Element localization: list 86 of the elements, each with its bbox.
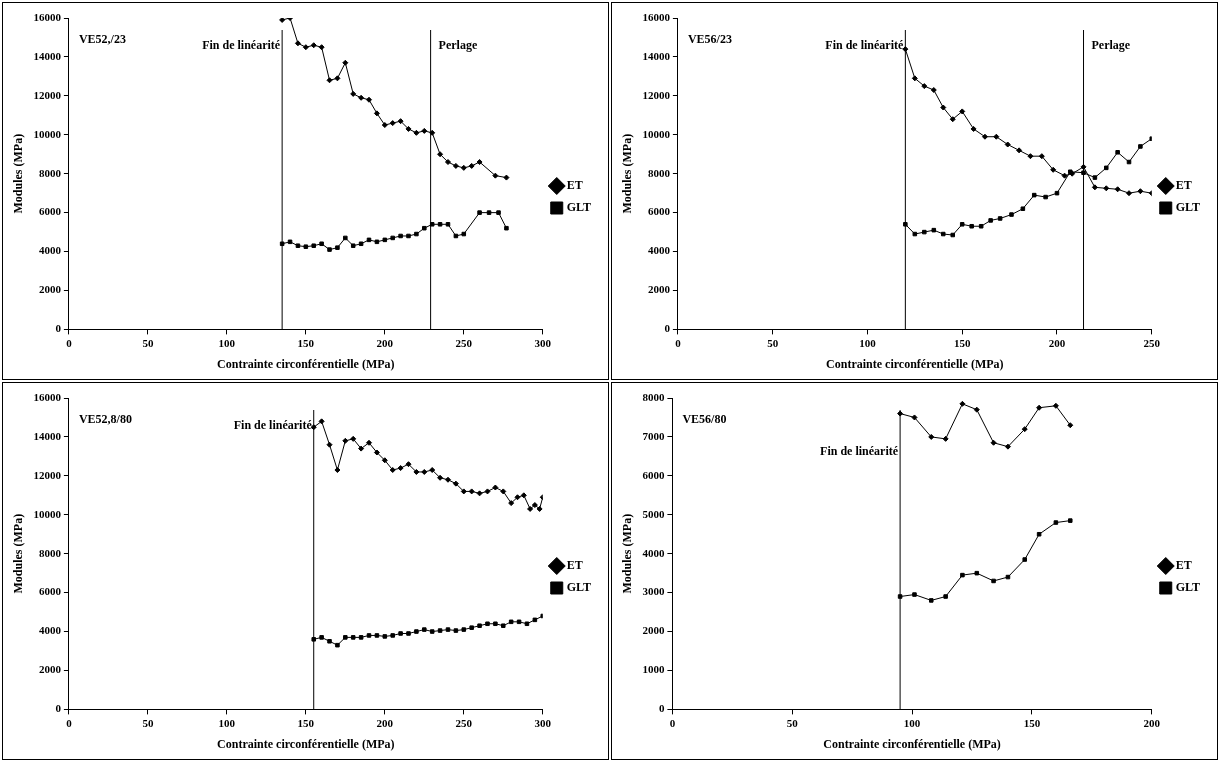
y-tick-label: 1000 [642, 663, 665, 676]
y-tick-label: 6000 [647, 205, 671, 218]
ref-line-label: Perlage [1091, 38, 1131, 53]
x-axis-title: Contrainte circonférentielle (MPa) [823, 736, 1001, 751]
x-tick-label: 0 [66, 336, 73, 349]
x-tick-label: 50 [786, 716, 799, 729]
legend-label: GLT [1175, 580, 1201, 595]
x-axis-title: Contrainte circonférentielle (MPa) [217, 736, 395, 751]
y-tick-label: 12000 [33, 468, 62, 481]
legend-label: ET [566, 558, 583, 573]
x-tick-label: 50 [142, 336, 154, 349]
legend-label: GLT [1175, 200, 1201, 215]
y-tick-label: 2000 [38, 663, 62, 676]
y-tick-label: 16000 [33, 390, 62, 403]
y-tick-label: 8000 [38, 546, 62, 559]
annotation: VE52,/23 [78, 32, 126, 47]
x-tick-label: 250 [455, 336, 473, 349]
x-tick-label: 0 [675, 336, 682, 349]
ref-line-label: Perlage [438, 38, 478, 53]
x-tick-label: 150 [297, 336, 315, 349]
legend-label: GLT [566, 200, 592, 215]
y-tick-label: 10000 [33, 507, 62, 520]
legend-label: ET [1175, 178, 1192, 193]
x-tick-label: 250 [455, 716, 473, 729]
y-tick-label: 10000 [642, 127, 671, 140]
x-tick-label: 150 [297, 716, 315, 729]
x-tick-label: 0 [66, 716, 73, 729]
y-tick-label: 0 [664, 322, 671, 335]
x-tick-label: 100 [218, 336, 236, 349]
y-tick-label: 12000 [642, 88, 671, 101]
y-tick-label: 3000 [642, 585, 665, 598]
x-axis-title: Contrainte circonférentielle (MPa) [217, 356, 395, 371]
y-tick-label: 5000 [642, 507, 665, 520]
y-tick-label: 10000 [33, 127, 62, 140]
legend-label: GLT [566, 580, 592, 595]
y-tick-label: 6000 [38, 205, 62, 218]
y-tick-label: 8000 [642, 390, 665, 403]
x-tick-label: 200 [1143, 716, 1161, 729]
y-tick-label: 8000 [38, 166, 62, 179]
y-tick-label: 4000 [38, 624, 62, 637]
y-tick-label: 2000 [38, 283, 62, 296]
y-tick-label: 14000 [33, 429, 62, 442]
ref-line-label: Fin de linéarité [233, 418, 313, 433]
y-tick-label: 0 [55, 322, 62, 335]
y-tick-label: 0 [658, 702, 665, 715]
annotation: VE52,8/80 [78, 412, 132, 427]
ref-line-label: Fin de linéarité [202, 38, 281, 53]
annotation: VE56/23 [687, 32, 732, 47]
y-tick-label: 0 [55, 702, 62, 715]
legend-label: ET [1175, 558, 1192, 573]
y-tick-label: 14000 [642, 49, 671, 62]
y-axis-title: Modules (MPa) [11, 133, 26, 214]
y-tick-label: 12000 [33, 88, 62, 101]
ref-line-label: Fin de linéarité [825, 38, 905, 53]
x-tick-label: 50 [142, 716, 154, 729]
x-axis-title: Contrainte circonférentielle (MPa) [826, 356, 1004, 371]
annotation: VE56/80 [682, 412, 727, 427]
x-tick-label: 150 [953, 336, 971, 349]
y-axis-title: Modules (MPa) [11, 513, 26, 594]
y-tick-label: 4000 [642, 546, 665, 559]
y-tick-label: 2000 [647, 283, 671, 296]
x-tick-label: 100 [859, 336, 877, 349]
x-tick-label: 50 [767, 336, 779, 349]
y-tick-label: 8000 [647, 166, 671, 179]
y-tick-label: 16000 [33, 10, 62, 23]
y-tick-label: 4000 [38, 244, 62, 257]
x-tick-label: 100 [218, 716, 236, 729]
x-tick-label: 100 [903, 716, 921, 729]
y-tick-label: 2000 [642, 624, 665, 637]
x-tick-label: 200 [1048, 336, 1066, 349]
y-tick-label: 7000 [642, 429, 665, 442]
x-tick-label: 200 [376, 716, 394, 729]
legend-label: ET [566, 178, 583, 193]
y-tick-label: 4000 [647, 244, 671, 257]
ref-line-label: Fin de linéarité [820, 444, 899, 459]
y-tick-label: 16000 [642, 10, 671, 23]
x-tick-label: 250 [1143, 336, 1161, 349]
y-tick-label: 6000 [642, 468, 665, 481]
x-tick-label: 300 [534, 716, 552, 729]
y-axis-title: Modules (MPa) [620, 513, 635, 594]
y-tick-label: 14000 [33, 49, 62, 62]
y-tick-label: 6000 [38, 585, 62, 598]
x-tick-label: 150 [1023, 716, 1041, 729]
x-tick-label: 200 [376, 336, 394, 349]
y-axis-title: Modules (MPa) [620, 133, 635, 214]
x-tick-label: 300 [534, 336, 552, 349]
